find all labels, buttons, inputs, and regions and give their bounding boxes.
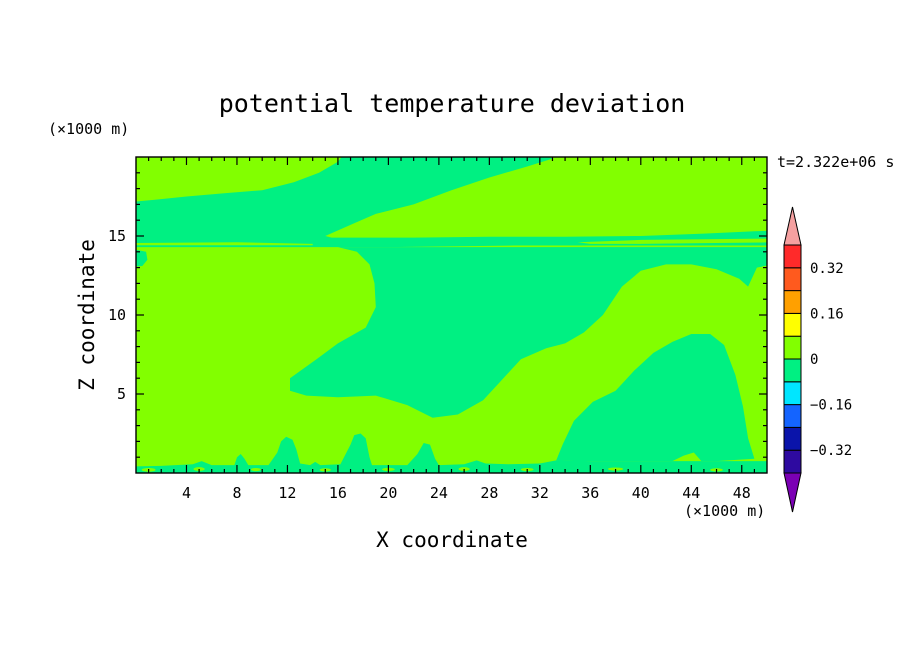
x-axis: 4 8 12 16 20 24 28 32 36 40 44 48 (148, 157, 755, 502)
contour-regions (136, 157, 767, 473)
region-thin-positive-band-left (136, 242, 313, 246)
colorbar-segment (783, 335, 802, 360)
x-tick-label: 8 (232, 484, 241, 502)
colorbar-segment (783, 404, 802, 428)
x-tick-label: 28 (480, 484, 498, 502)
region-upper-positive-lens (602, 205, 767, 223)
region-central-negative (290, 247, 767, 418)
colorbar: 0.32 0.16 0 −0.16 −0.32 (783, 206, 852, 513)
x-tick-label: 44 (682, 484, 700, 502)
colorbar-segment (783, 381, 802, 406)
region-positive-speck (250, 467, 261, 472)
region-upper-negative-band (136, 157, 767, 248)
colorbar-segment (783, 426, 802, 451)
x-tick-label: 4 (182, 484, 191, 502)
contour-fill-layer (136, 157, 767, 473)
x-tick-label: 36 (581, 484, 599, 502)
colorbar-tick-label: 0.16 (810, 306, 844, 322)
colorbar-segment (783, 449, 802, 474)
x-unit-label: (×1000 m) (684, 502, 765, 520)
y-axis-label: Z coordinate (75, 239, 99, 391)
region-lower-right-negative (556, 334, 755, 462)
colorbar-tick-label: −0.16 (810, 398, 852, 414)
region-thin-positive-band (577, 238, 767, 244)
y-tick-label: 5 (117, 385, 126, 403)
time-label: t=2.322e+06 s (777, 153, 894, 171)
colorbar-segment (783, 358, 802, 383)
x-axis-label: X coordinate (376, 528, 528, 552)
colorbar-segment (783, 267, 802, 292)
x-tick-label: 12 (278, 484, 296, 502)
colorbar-lower-triangle (783, 472, 802, 513)
chart-title: potential temperature deviation (219, 89, 686, 118)
x-tick-label: 40 (632, 484, 650, 502)
x-tick-label: 48 (733, 484, 751, 502)
y-tick-label: 15 (108, 227, 126, 245)
colorbar-segment (783, 290, 802, 314)
colorbar-tick-label: −0.32 (810, 443, 852, 459)
x-tick-label: 24 (430, 484, 448, 502)
colorbar-segment (783, 312, 802, 337)
colorbar-upper-triangle (783, 206, 802, 246)
y-unit-label: (×1000 m) (48, 120, 129, 138)
y-axis: 5 10 15 (108, 172, 767, 458)
x-tick-label: 16 (329, 484, 347, 502)
y-tick-label: 10 (108, 306, 126, 324)
x-tick-label: 20 (379, 484, 397, 502)
region-left-edge-blob (136, 249, 148, 267)
colorbar-tick-label: 0.32 (810, 261, 844, 277)
region-bottom-negative-strip (136, 433, 767, 473)
x-tick-label: 32 (531, 484, 549, 502)
colorbar-segment (783, 244, 802, 269)
colorbar-tick-label: 0 (810, 352, 818, 368)
